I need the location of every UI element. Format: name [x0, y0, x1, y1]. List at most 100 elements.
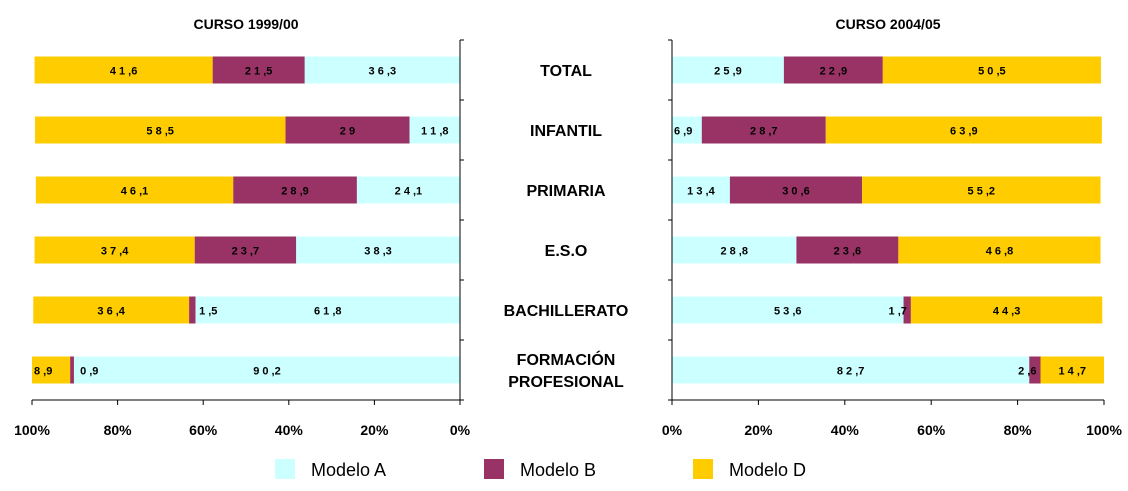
- panel-title-2: CURSO 2004/05: [835, 16, 940, 32]
- bar-segment: [672, 176, 730, 204]
- x-tick-label: 40%: [275, 422, 304, 438]
- x-tick-label: 0%: [450, 422, 471, 438]
- bar-segment: [34, 236, 195, 264]
- data-label: 2 4 ,1: [395, 186, 423, 198]
- data-label: 3 7 ,4: [101, 246, 129, 258]
- bar-segment: [70, 356, 74, 384]
- data-label: 6 3 ,9: [950, 126, 978, 138]
- x-tick-label: 100%: [14, 422, 50, 438]
- bar-segment: [304, 56, 460, 84]
- bar-segment: [212, 56, 305, 84]
- data-label: 2 9: [340, 126, 355, 138]
- legend-label: Modelo D: [729, 460, 806, 480]
- category-label: INFANTIL: [530, 123, 602, 140]
- bar-segment: [898, 236, 1101, 264]
- data-label: 2 5 ,9: [714, 66, 742, 78]
- x-tick-label: 40%: [831, 422, 860, 438]
- category-label: E.S.O: [545, 243, 588, 260]
- bar-segment: [672, 236, 797, 264]
- data-label: 5 3 ,6: [774, 306, 802, 318]
- data-label: 3 8 ,3: [364, 246, 392, 258]
- legend-swatch: [484, 459, 504, 479]
- bar-segment: [409, 116, 460, 144]
- x-tick-label: 100%: [1086, 422, 1122, 438]
- data-label: 5 0 ,5: [978, 66, 1006, 78]
- data-label: 3 6 ,3: [369, 66, 397, 78]
- bar-segment: [32, 356, 71, 384]
- data-label: 8 ,9: [34, 366, 52, 378]
- data-label: 1 ,7: [889, 306, 907, 318]
- bar-segment: [1040, 356, 1104, 384]
- bar-segment: [296, 236, 460, 264]
- bar-segment: [195, 296, 460, 324]
- data-label: 2 8 ,9: [281, 186, 309, 198]
- data-label: 1 ,5: [199, 306, 217, 318]
- bar-segment: [672, 116, 702, 144]
- data-label: 3 6 ,4: [97, 306, 125, 318]
- category-label: PROFESIONAL: [508, 374, 624, 391]
- bar-segment: [729, 176, 863, 204]
- x-tick-label: 60%: [917, 422, 946, 438]
- data-label: 5 8 ,5: [146, 126, 174, 138]
- bar-segment: [35, 176, 234, 204]
- data-label: 3 0 ,6: [782, 186, 810, 198]
- bar-segment: [34, 116, 286, 144]
- bar-segment: [1029, 356, 1041, 384]
- panel-title-1: CURSO 1999/00: [193, 16, 298, 32]
- data-label: 2 1 ,5: [245, 66, 273, 78]
- x-tick-label: 0%: [662, 422, 683, 438]
- bar-segment: [672, 296, 904, 324]
- bar-segment: [73, 356, 460, 384]
- legend-swatch: [275, 459, 295, 479]
- category-label: BACHILLERATO: [504, 303, 629, 320]
- x-tick-label: 60%: [189, 422, 218, 438]
- data-label: 4 4 ,3: [993, 306, 1021, 318]
- data-label: 8 2 ,7: [837, 366, 865, 378]
- data-label: 6 1 ,8: [314, 306, 342, 318]
- bar-segment: [672, 356, 1030, 384]
- category-label: TOTAL: [540, 63, 592, 80]
- category-label: PRIMARIA: [526, 183, 606, 200]
- data-label: 4 6 ,8: [986, 246, 1014, 258]
- bar-segment: [910, 296, 1103, 324]
- bar-segment: [903, 296, 911, 324]
- bar-segment: [796, 236, 899, 264]
- data-label: 1 4 ,7: [1058, 366, 1086, 378]
- data-label: 6 ,9: [674, 126, 692, 138]
- bar-segment: [356, 176, 460, 204]
- bar-segment: [882, 56, 1101, 84]
- data-label: 4 1 ,6: [110, 66, 138, 78]
- bar-segment: [189, 296, 196, 324]
- category-label: FORMACIÓN: [517, 350, 616, 369]
- bar-segment: [33, 296, 190, 324]
- bar-segment: [825, 116, 1102, 144]
- data-label: 9 0 ,2: [253, 366, 281, 378]
- bar-segment: [862, 176, 1101, 204]
- data-label: 2 3 ,6: [834, 246, 862, 258]
- legend-label: Modelo B: [520, 460, 596, 480]
- bar-segment: [194, 236, 297, 264]
- data-label: 5 5 ,2: [968, 186, 996, 198]
- x-tick-label: 80%: [1004, 422, 1033, 438]
- x-tick-label: 20%: [744, 422, 773, 438]
- data-label: 1 1 ,8: [421, 126, 449, 138]
- data-label: 2 2 ,9: [820, 66, 848, 78]
- bar-segment: [783, 56, 883, 84]
- data-label: 2 ,6: [1018, 366, 1036, 378]
- legend-label: Modelo A: [311, 460, 386, 480]
- bar-segment: [34, 56, 213, 84]
- legend-swatch: [693, 459, 713, 479]
- bar-segment: [285, 116, 410, 144]
- bar-segment: [701, 116, 826, 144]
- data-label: 0 ,9: [80, 366, 98, 378]
- x-tick-label: 80%: [104, 422, 133, 438]
- bar-segment: [233, 176, 357, 204]
- data-label: 2 3 ,7: [232, 246, 260, 258]
- data-label: 2 8 ,7: [750, 126, 778, 138]
- data-label: 4 6 ,1: [121, 186, 149, 198]
- data-label: 1 3 ,4: [687, 186, 715, 198]
- bar-segment: [672, 56, 784, 84]
- data-label: 2 8 ,8: [720, 246, 748, 258]
